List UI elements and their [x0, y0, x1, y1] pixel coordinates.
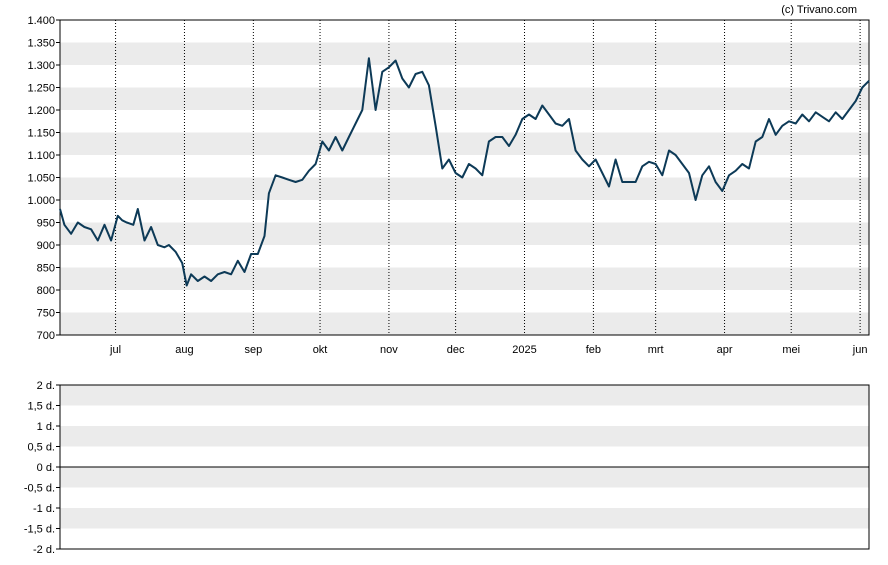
- grid-band: [60, 467, 869, 488]
- plot-frame: [59, 384, 870, 550]
- x-tick-label: nov: [380, 344, 398, 356]
- grid-band: [60, 508, 869, 529]
- y-tick-label: 1,5 d.: [27, 401, 55, 413]
- grid-band: [60, 267, 869, 290]
- grid-band: [60, 426, 869, 447]
- grid-band: [60, 177, 869, 200]
- y-tick-label: -1 d.: [33, 503, 55, 515]
- y-tick-label: -0,5 d.: [24, 483, 55, 495]
- grid-band: [60, 87, 869, 110]
- x-tick-label: aug: [175, 344, 193, 356]
- y-tick-label: 750: [37, 308, 55, 320]
- x-tick-label: jun: [852, 344, 868, 356]
- y-tick-label: 1.200: [27, 105, 55, 117]
- grid-band: [60, 42, 869, 65]
- y-tick-label: 1.300: [27, 60, 55, 72]
- x-tick-label: mrt: [648, 344, 664, 356]
- grid-band: [60, 385, 869, 406]
- y-tick-label: 1 d.: [37, 421, 55, 433]
- plot-frame: [59, 19, 870, 336]
- x-tick-label: okt: [313, 344, 328, 356]
- x-tick-label: jul: [109, 344, 121, 356]
- x-tick-label: sep: [244, 344, 262, 356]
- y-tick-label: 1.000: [27, 195, 55, 207]
- y-tick-label: -1,5 d.: [24, 524, 55, 536]
- x-tick-label: mei: [782, 344, 800, 356]
- y-tick-label: 700: [37, 330, 55, 342]
- y-tick-label: 2 d.: [37, 380, 55, 392]
- y-tick-label: 900: [37, 240, 55, 252]
- x-tick-label: feb: [586, 344, 601, 356]
- y-tick-label: 800: [37, 285, 55, 297]
- y-tick-label: 1.050: [27, 173, 55, 185]
- x-tick-label: dec: [447, 344, 465, 356]
- y-tick-label: 0,5 d.: [27, 442, 55, 454]
- y-tick-label: 950: [37, 218, 55, 230]
- y-tick-label: 1.150: [27, 128, 55, 140]
- grid-band: [60, 312, 869, 335]
- grid-band: [60, 132, 869, 155]
- y-tick-label: 0 d.: [37, 462, 55, 474]
- price-series-line: [59, 57, 870, 287]
- x-tick-label: 2025: [512, 344, 536, 356]
- y-tick-label: 1.100: [27, 150, 55, 162]
- grid-band: [60, 222, 869, 245]
- indicator-chart: -2 d. -1,5 d. -1 d. -0,5 d. 0 d. 0,5 d. 1 d. 1,…: [24, 380, 870, 556]
- credit-label: (c) Trivano.com: [781, 4, 857, 16]
- y-tick-label: 850: [37, 263, 55, 275]
- main-price-chart: jul aug sep okt nov dec 2025 feb mrt apr mei jun 700…: [27, 15, 870, 356]
- y-tick-label: 1.400: [27, 15, 55, 27]
- y-tick-label: 1.350: [27, 38, 55, 50]
- y-tick-label: -2 d.: [33, 544, 55, 556]
- y-tick-label: 1.250: [27, 83, 55, 95]
- x-tick-label: apr: [717, 344, 733, 356]
